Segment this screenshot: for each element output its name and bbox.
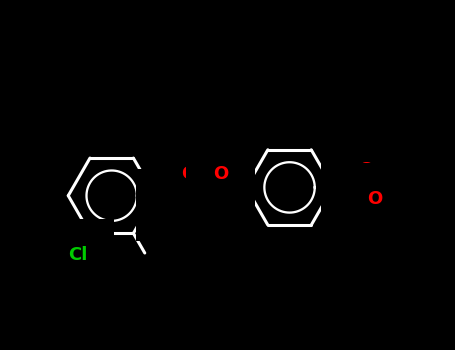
Text: O: O [213, 165, 228, 183]
Text: N: N [348, 178, 363, 196]
Text: Cl: Cl [68, 246, 87, 264]
Text: S: S [197, 188, 212, 208]
Text: O: O [182, 165, 197, 183]
Text: NH: NH [163, 196, 193, 214]
Text: O: O [359, 161, 374, 179]
Text: O: O [367, 190, 382, 208]
